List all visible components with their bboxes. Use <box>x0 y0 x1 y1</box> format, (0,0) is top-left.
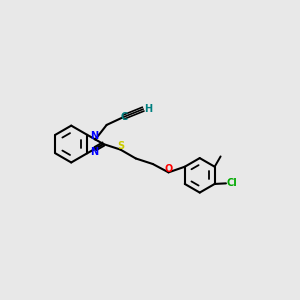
Text: H: H <box>144 103 152 113</box>
Text: N: N <box>90 131 98 142</box>
Text: O: O <box>165 164 173 174</box>
Text: S: S <box>117 141 124 151</box>
Text: C: C <box>120 112 127 122</box>
Text: N: N <box>90 147 98 157</box>
Text: Cl: Cl <box>226 178 237 188</box>
